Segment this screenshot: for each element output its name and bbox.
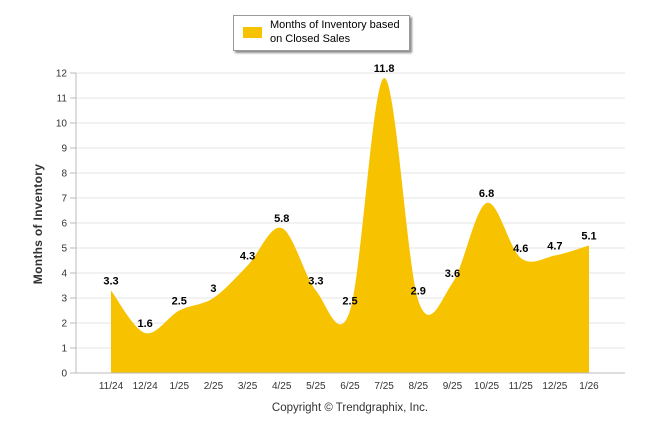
data-label: 6.8 — [479, 188, 494, 200]
x-tick-label: 9/25 — [443, 381, 463, 392]
x-tick-label: 8/25 — [409, 381, 429, 392]
x-tick-label: 1/25 — [170, 381, 190, 392]
x-tick-label: 7/25 — [374, 381, 394, 392]
y-tick-label: 9 — [61, 144, 67, 155]
data-label: 2.9 — [411, 286, 426, 298]
copyright-footer: Copyright © Trendgraphix, Inc. — [271, 402, 429, 414]
data-label: 5.1 — [581, 231, 596, 243]
y-tick-label: 5 — [61, 244, 67, 255]
data-label: 11.8 — [374, 63, 395, 75]
data-label: 3 — [210, 283, 216, 295]
x-tick-label: 6/25 — [340, 381, 360, 392]
legend-line-2: on Closed Sales — [270, 33, 351, 45]
data-label: 3.3 — [103, 276, 118, 288]
data-label: 2.5 — [172, 296, 187, 308]
data-label: 4.3 — [240, 251, 255, 263]
area-layer — [110, 77, 590, 373]
x-tick-label: 10/25 — [474, 381, 499, 392]
x-tick-label: 11/24 — [99, 381, 124, 392]
y-tick-label: 3 — [61, 294, 67, 305]
data-label: 2.5 — [342, 296, 357, 308]
area-series — [111, 77, 589, 373]
legend: Months of Inventory based on Closed Sale… — [233, 15, 410, 51]
y-tick-label: 10 — [56, 119, 68, 130]
y-tick-label: 11 — [57, 94, 68, 105]
legend-swatch — [243, 27, 262, 38]
x-tick-label: 4/25 — [272, 381, 292, 392]
data-label: 4.7 — [547, 241, 562, 253]
y-tick-label: 1 — [61, 344, 67, 355]
y-axis-title: Months of Inventory — [31, 163, 45, 285]
data-label: 3.3 — [308, 276, 323, 288]
x-tick-label: 3/25 — [238, 381, 258, 392]
y-tick-label: 0 — [61, 369, 67, 380]
x-tick-label: 1/26 — [579, 381, 599, 392]
x-tick-label: 5/25 — [306, 381, 326, 392]
data-label: 3.6 — [445, 268, 460, 280]
y-tick-label: 8 — [61, 169, 67, 180]
y-tick-label: 12 — [56, 69, 68, 80]
x-tick-label: 11/25 — [509, 381, 534, 392]
y-tick-label: 6 — [61, 219, 67, 230]
x-tick-label: 12/25 — [542, 381, 567, 392]
y-tick-label: 2 — [61, 319, 67, 330]
x-tick-label: 2/25 — [204, 381, 224, 392]
data-label-layer: 3.3 1.6 2.5 3 4.3 5.8 3.3 2.5 11.8 2.9 3.6 6.8 4.6 4.… — [103, 63, 596, 330]
legend-label: Months of Inventory based on Closed Sale… — [270, 18, 408, 46]
legend-line-1: Months of Inventory based — [270, 19, 400, 31]
data-label: 5.8 — [274, 213, 289, 225]
y-tick-label: 4 — [61, 269, 67, 280]
data-label: 4.6 — [513, 243, 528, 255]
data-label: 1.6 — [137, 318, 152, 330]
y-tick-label: 7 — [61, 194, 67, 205]
x-tick-label: 12/24 — [133, 381, 158, 392]
